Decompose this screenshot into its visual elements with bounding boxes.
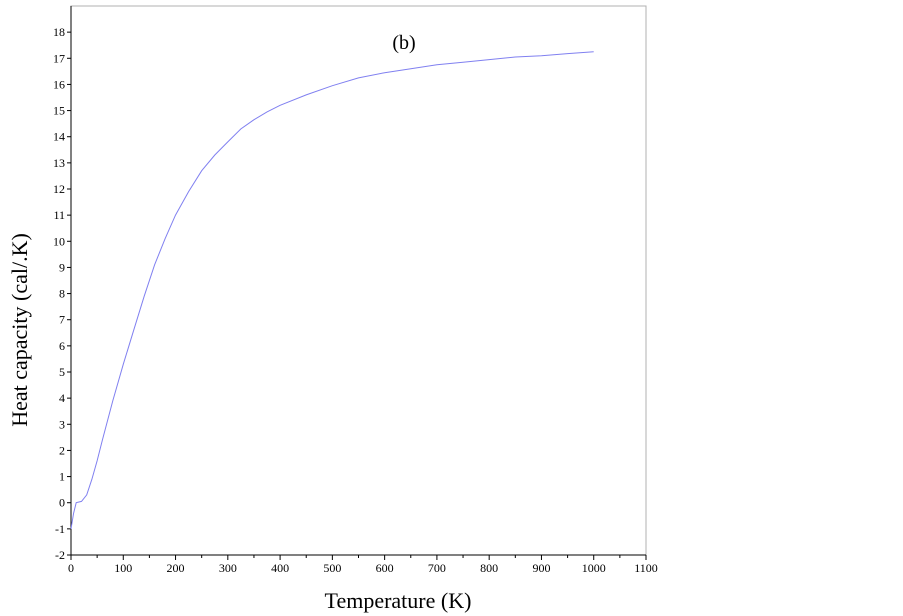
- y-tick-label: 7: [59, 313, 65, 327]
- x-tick-label: 1100: [634, 561, 658, 575]
- y-tick-label: 4: [59, 391, 65, 405]
- series-layer: [70, 51, 594, 529]
- y-tick-label: 10: [53, 234, 65, 248]
- y-tick-label: 8: [59, 287, 65, 301]
- x-tick-label: 900: [532, 561, 550, 575]
- y-tick-label: 17: [53, 51, 65, 65]
- x-tick-label: 1000: [582, 561, 606, 575]
- y-tick-label: 15: [53, 104, 65, 118]
- plot-border: [70, 5, 647, 556]
- y-tick-label: 13: [53, 156, 65, 170]
- y-tick-label: 2: [59, 443, 65, 457]
- x-tick-label: 500: [323, 561, 341, 575]
- x-tick-label: 300: [219, 561, 237, 575]
- x-tick-label: 800: [480, 561, 498, 575]
- y-tick-label: 6: [59, 339, 65, 353]
- x-tick-label: 200: [167, 561, 185, 575]
- y-tick-label: -1: [55, 522, 65, 536]
- y-tick-label: 1: [59, 470, 65, 484]
- y-axis-title: Heat capacity (cal/.K): [7, 233, 32, 427]
- x-tick-label: 700: [428, 561, 446, 575]
- x-axis-title: Temperature (K): [325, 588, 472, 613]
- x-axis: 0 100 200 300 400 500 600 700 800 900 1000 1100: [68, 554, 658, 575]
- y-tick-label: 12: [53, 182, 65, 196]
- heat-capacity-line: [70, 51, 594, 529]
- y-tick-label: 18: [53, 25, 65, 39]
- y-tick-label: 9: [59, 260, 65, 274]
- y-tick-label: 0: [59, 496, 65, 510]
- x-tick-label: 600: [376, 561, 394, 575]
- x-tick-label: 400: [271, 561, 289, 575]
- panel-label: (b): [392, 32, 415, 54]
- y-tick-label: 5: [59, 365, 65, 379]
- x-tick-label: 0: [68, 561, 74, 575]
- y-tick-label: 11: [53, 208, 65, 222]
- y-tick-label: 14: [53, 130, 65, 144]
- x-tick-label: 100: [114, 561, 132, 575]
- plot-frame: [70, 5, 647, 556]
- y-tick-label: 16: [53, 77, 65, 91]
- y-tick-label: -2: [55, 548, 65, 562]
- y-tick-label: 3: [59, 417, 65, 431]
